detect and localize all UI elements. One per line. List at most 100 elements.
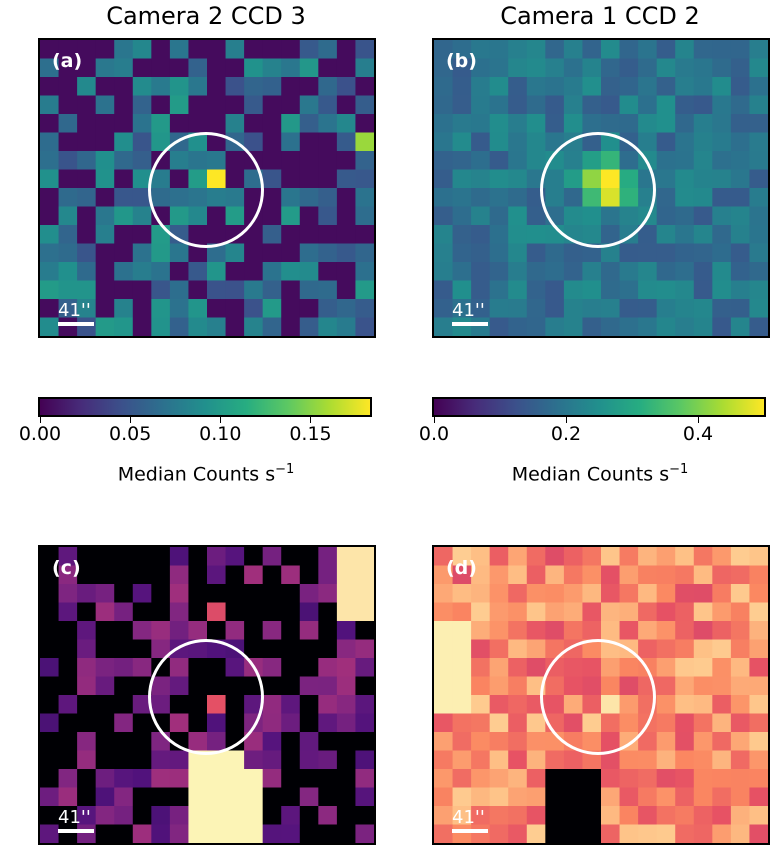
pixel <box>434 806 454 826</box>
pixel <box>318 280 338 300</box>
pixel <box>582 806 602 826</box>
pixel <box>675 169 695 189</box>
pixel <box>675 750 695 770</box>
pixel <box>336 114 357 134</box>
pixel <box>526 806 546 826</box>
pixel <box>318 676 338 696</box>
pixel <box>40 280 60 300</box>
pixel <box>132 299 152 319</box>
pixel <box>471 132 491 152</box>
pixel <box>262 787 282 807</box>
pixel <box>114 695 134 715</box>
pixel <box>58 114 78 134</box>
pixel <box>262 262 282 282</box>
pixel <box>582 280 602 300</box>
pixel <box>601 565 621 585</box>
pixel <box>452 299 472 319</box>
pixel <box>730 225 751 245</box>
pixel <box>563 547 584 567</box>
colorbar-tick <box>698 417 699 423</box>
pixel <box>40 132 60 152</box>
pixel <box>434 824 454 843</box>
pixel <box>526 114 546 134</box>
colorbar-tick-label: 0.4 <box>682 423 714 445</box>
pixel <box>489 317 509 336</box>
pixel <box>188 114 208 134</box>
pixel <box>730 114 751 134</box>
pixel <box>508 602 528 622</box>
pixel <box>563 317 584 336</box>
pixel <box>489 262 509 282</box>
pixel <box>58 787 78 807</box>
pixel <box>77 621 97 641</box>
pixel <box>712 225 732 245</box>
pixel <box>582 621 602 641</box>
pixel <box>489 639 509 659</box>
pixel <box>318 695 338 715</box>
pixel <box>169 317 190 336</box>
pixel <box>656 206 676 226</box>
pixel <box>151 77 171 97</box>
pixel <box>471 243 491 263</box>
pixel <box>730 317 751 336</box>
pixel <box>355 40 374 60</box>
pixel <box>40 621 60 641</box>
pixel <box>563 584 584 604</box>
pixel <box>336 732 357 752</box>
pixel <box>434 547 454 567</box>
pixel <box>656 317 676 336</box>
pixel <box>151 299 171 319</box>
pixel <box>355 732 374 752</box>
pixel <box>656 639 676 659</box>
pixel <box>169 280 190 300</box>
pixel <box>318 658 338 678</box>
pixel <box>58 206 78 226</box>
pixel <box>712 695 732 715</box>
pixel <box>582 565 602 585</box>
pixel <box>318 40 338 60</box>
pixel <box>169 584 190 604</box>
pixel <box>355 713 374 733</box>
pixel <box>712 169 732 189</box>
pixel <box>452 206 472 226</box>
pixel <box>508 565 528 585</box>
pixel <box>489 225 509 245</box>
pixel <box>730 188 751 208</box>
pixel <box>114 565 134 585</box>
pixel <box>262 299 282 319</box>
pixel <box>207 824 227 843</box>
pixel <box>693 40 713 60</box>
pixel <box>132 565 152 585</box>
pixel <box>114 676 134 696</box>
pixel <box>730 676 751 696</box>
pixel <box>601 806 621 826</box>
pixel <box>114 732 134 752</box>
pixel <box>730 243 751 263</box>
pixel <box>601 77 621 97</box>
pixel <box>151 114 171 134</box>
pixel <box>58 750 78 770</box>
pixel <box>582 824 602 843</box>
pixel <box>582 114 602 134</box>
pixel <box>434 713 454 733</box>
pixel <box>58 95 78 115</box>
pixel <box>434 95 454 115</box>
pixel <box>582 750 602 770</box>
pixel <box>299 206 319 226</box>
pixel <box>262 317 282 336</box>
pixel <box>434 299 454 319</box>
pixel <box>489 787 509 807</box>
pixel <box>693 206 713 226</box>
pixel <box>619 787 639 807</box>
pixel <box>40 769 60 789</box>
pixel <box>244 299 264 319</box>
pixel <box>169 565 190 585</box>
pixel <box>675 824 695 843</box>
pixel <box>675 299 695 319</box>
pixel <box>619 262 639 282</box>
pixel <box>77 262 97 282</box>
pixel <box>693 188 713 208</box>
pixel <box>749 114 768 134</box>
pixel <box>95 151 115 171</box>
pixel <box>188 824 208 843</box>
